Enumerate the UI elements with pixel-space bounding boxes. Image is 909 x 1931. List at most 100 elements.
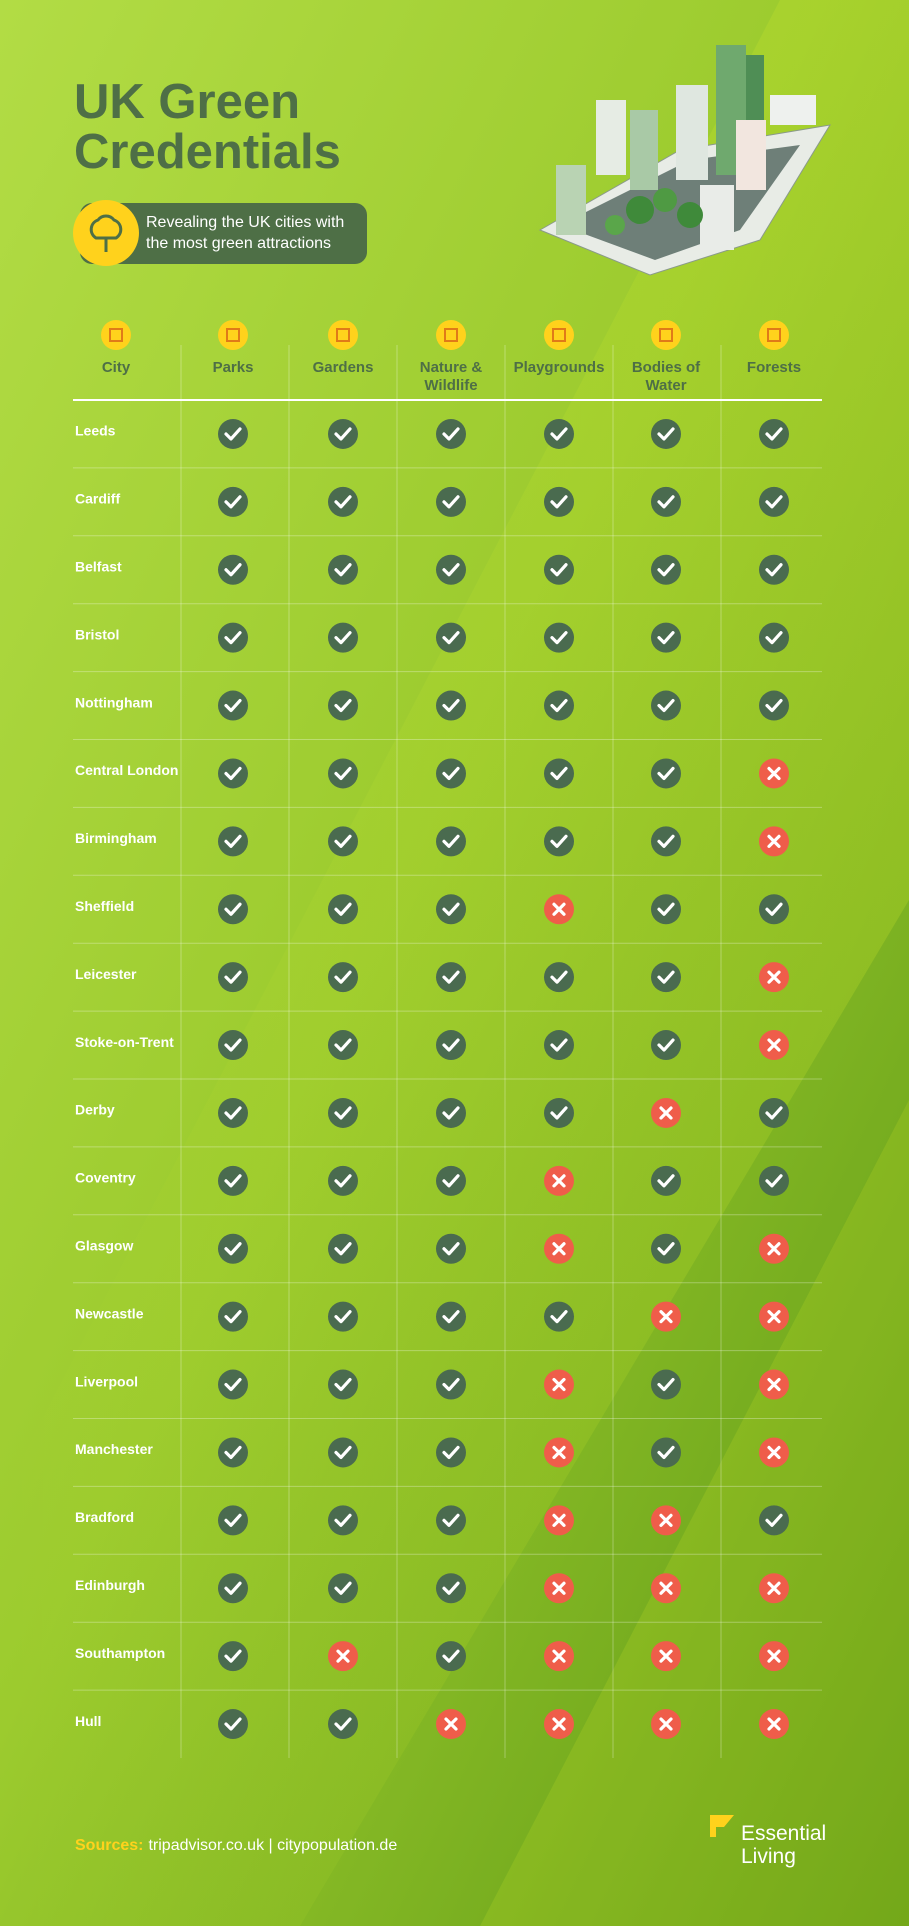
cross-icon (759, 962, 789, 993)
check-glyph (765, 1513, 783, 1527)
check-icon (328, 1505, 358, 1536)
check-glyph (765, 495, 783, 509)
check-glyph (550, 834, 568, 848)
check-icon (436, 758, 466, 789)
icon-circle (651, 1030, 681, 1061)
check-icon (544, 826, 574, 857)
check-glyph (224, 698, 242, 713)
check-glyph (224, 1377, 242, 1392)
check-glyph (765, 563, 783, 577)
check-glyph (224, 970, 242, 984)
header-icon-glyph (659, 328, 673, 342)
check-glyph (334, 1242, 352, 1256)
icon-circle (328, 1369, 358, 1400)
cross-glyph (659, 1649, 673, 1663)
icon-circle (651, 894, 681, 925)
check-glyph (442, 495, 460, 509)
check-glyph (224, 1106, 242, 1120)
header-icon-glyph (336, 328, 350, 342)
column-header: Wildlife (424, 377, 477, 394)
check-icon (328, 1030, 358, 1061)
check-icon (218, 1030, 248, 1061)
check-icon (651, 758, 681, 789)
cross-glyph (552, 1242, 566, 1256)
header-icon (218, 320, 248, 350)
icon-circle (759, 690, 789, 721)
background-stripe (480, 1100, 909, 1926)
cross-glyph (552, 1513, 566, 1527)
icon-circle (218, 486, 248, 517)
check-icon (218, 894, 248, 925)
check-glyph (442, 1038, 460, 1052)
icon-circle (436, 418, 466, 449)
icon-circle (651, 758, 681, 789)
check-icon (218, 826, 248, 857)
check-icon (759, 1165, 789, 1196)
icon-circle (651, 826, 681, 857)
column-header: Nature & (420, 359, 483, 376)
icon-circle (544, 622, 574, 653)
check-icon (218, 1437, 248, 1468)
icon-circle (759, 1165, 789, 1196)
check-glyph (224, 563, 242, 577)
icon-circle (759, 1505, 789, 1536)
cross-icon (759, 758, 789, 789)
check-glyph (224, 766, 242, 781)
cross-glyph (767, 1242, 781, 1256)
icon-circle (436, 1505, 466, 1536)
cross-glyph (659, 1717, 673, 1731)
icon-circle (328, 690, 358, 721)
check-icon (759, 554, 789, 585)
check-icon (218, 554, 248, 585)
cross-glyph (552, 1174, 566, 1188)
check-glyph (442, 563, 460, 577)
check-glyph (334, 1174, 352, 1188)
check-icon (759, 1505, 789, 1536)
icon-circle (436, 554, 466, 585)
icon-circle (544, 418, 574, 449)
title: UK Green (74, 75, 300, 129)
cross-icon (328, 1641, 358, 1672)
sources-label: Sources: (75, 1837, 143, 1854)
cross-icon (759, 1369, 789, 1400)
check-glyph (224, 834, 242, 848)
icon-circle (436, 758, 466, 789)
tree-icon-circle (73, 200, 139, 266)
check-glyph (442, 1242, 460, 1256)
check-glyph (224, 631, 242, 645)
icon-circle (436, 826, 466, 857)
icon-circle (328, 1437, 358, 1468)
check-icon (651, 1165, 681, 1196)
check-glyph (657, 834, 675, 848)
check-icon (544, 1097, 574, 1128)
check-glyph (657, 698, 675, 713)
icon-circle (218, 1301, 248, 1332)
cross-glyph (552, 1649, 566, 1663)
check-icon (436, 1369, 466, 1400)
cross-icon (651, 1301, 681, 1332)
check-icon (436, 1505, 466, 1536)
icon-circle (651, 1165, 681, 1196)
check-glyph (442, 1445, 460, 1460)
check-icon (651, 894, 681, 925)
cross-glyph (552, 902, 566, 916)
check-glyph (224, 1310, 242, 1324)
check-glyph (224, 1649, 242, 1663)
check-icon (651, 554, 681, 585)
column-header: City (102, 359, 131, 376)
city-name: Bristol (75, 626, 119, 642)
check-glyph (224, 1581, 242, 1595)
check-icon (218, 690, 248, 721)
cross-glyph (767, 766, 781, 781)
cross-icon (651, 1709, 681, 1740)
check-glyph (334, 766, 352, 781)
icon-circle (759, 622, 789, 653)
check-glyph (442, 1377, 460, 1392)
check-glyph (657, 631, 675, 645)
cross-glyph (659, 1513, 673, 1527)
check-glyph (334, 1310, 352, 1324)
icon-circle (651, 554, 681, 585)
check-icon (759, 894, 789, 925)
icon-circle (218, 758, 248, 789)
